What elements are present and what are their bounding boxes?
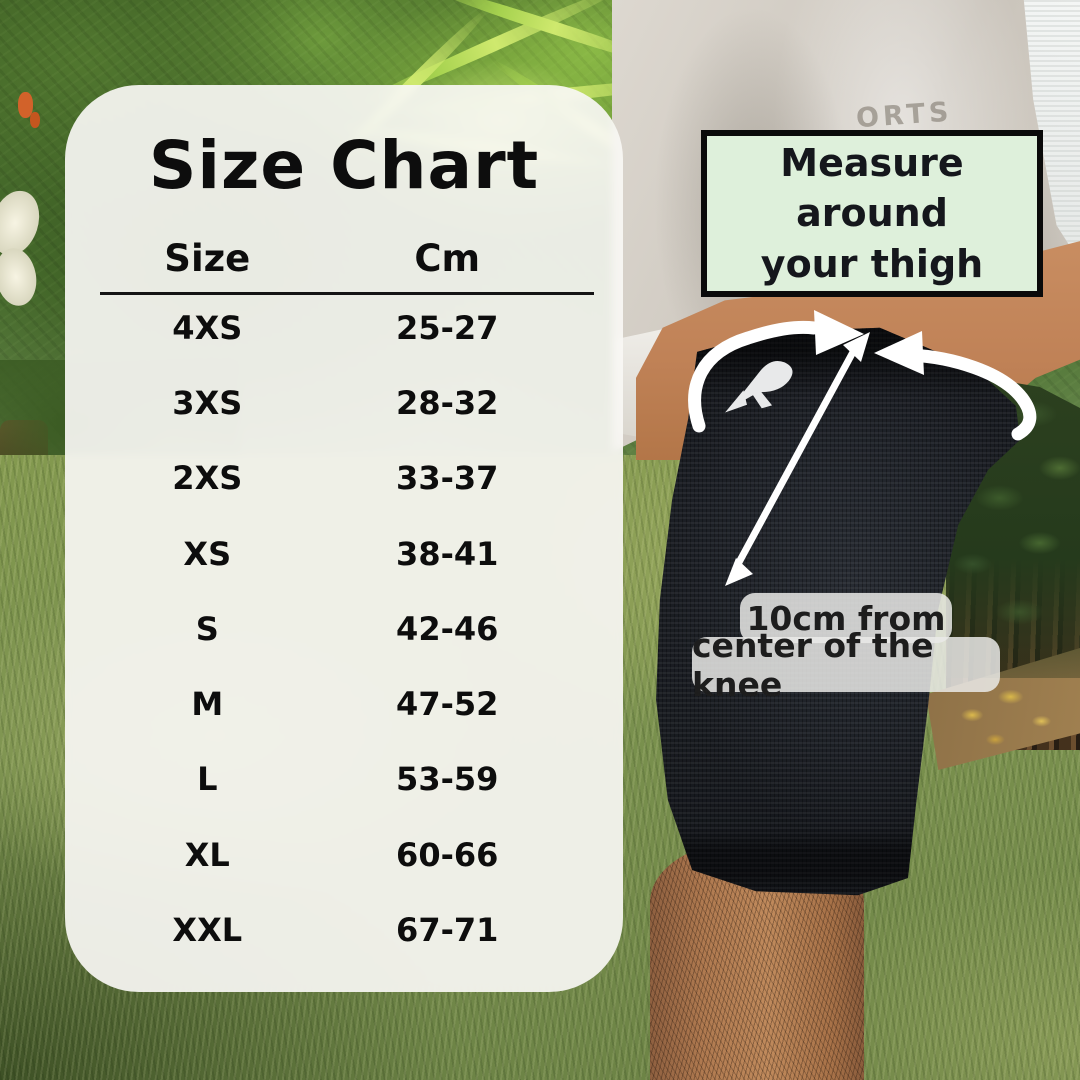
- callout-line-2: your thigh: [760, 241, 984, 286]
- table-row: 3XS 28-32: [65, 365, 623, 440]
- knee-distance-label-line1: 10cm from: [740, 593, 952, 643]
- table-row: L 53-59: [65, 742, 623, 817]
- size-cell: XL: [184, 835, 230, 874]
- table-row: 2XS 33-37: [65, 441, 623, 516]
- size-chart-title: Size Chart: [148, 127, 540, 204]
- size-chart-panel: Size Chart Size Cm 4XS 25-27 3XS 28-32 2…: [65, 85, 623, 992]
- column-header-cm: Cm: [414, 237, 481, 280]
- size-cell: 4XS: [172, 308, 243, 347]
- size-cell: 2XS: [172, 459, 243, 498]
- size-cell: M: [191, 685, 224, 724]
- size-cell: L: [197, 760, 218, 799]
- table-header-row: Size Cm: [65, 237, 623, 280]
- table-row: 4XS 25-27: [65, 290, 623, 365]
- cm-cell: 60-66: [396, 835, 499, 874]
- column-header-size: Size: [164, 237, 251, 280]
- knee-distance-label-line2: center of the knee: [692, 626, 1000, 704]
- cm-cell: 38-41: [396, 534, 499, 573]
- knee-label-text-2: center of the knee: [692, 625, 934, 704]
- cm-cell: 25-27: [396, 308, 499, 347]
- table-row: S 42-46: [65, 591, 623, 666]
- cm-cell: 67-71: [396, 911, 499, 950]
- table-row: XL 60-66: [65, 817, 623, 892]
- table-row: XS 38-41: [65, 516, 623, 591]
- measure-thigh-callout: Measure around your thigh: [701, 130, 1043, 297]
- table-row: M 47-52: [65, 666, 623, 741]
- table-row: XXL 67-71: [65, 892, 623, 967]
- orange-flower: [18, 92, 33, 118]
- size-cell: 3XS: [172, 383, 243, 422]
- cm-cell: 33-37: [396, 459, 499, 498]
- cm-cell: 28-32: [396, 383, 499, 422]
- cm-cell: 53-59: [396, 760, 499, 799]
- cm-cell: 42-46: [396, 609, 499, 648]
- orange-flower: [30, 112, 40, 128]
- header-divider-line: [100, 292, 594, 295]
- size-table: 4XS 25-27 3XS 28-32 2XS 33-37 XS 38-41 S…: [65, 290, 623, 968]
- cm-cell: 47-52: [396, 685, 499, 724]
- knee-label-text-1: 10cm from: [746, 598, 946, 638]
- size-cell: XXL: [172, 911, 243, 950]
- size-cell: S: [195, 609, 219, 648]
- callout-line-1: Measure around: [780, 141, 964, 236]
- size-cell: XS: [183, 534, 232, 573]
